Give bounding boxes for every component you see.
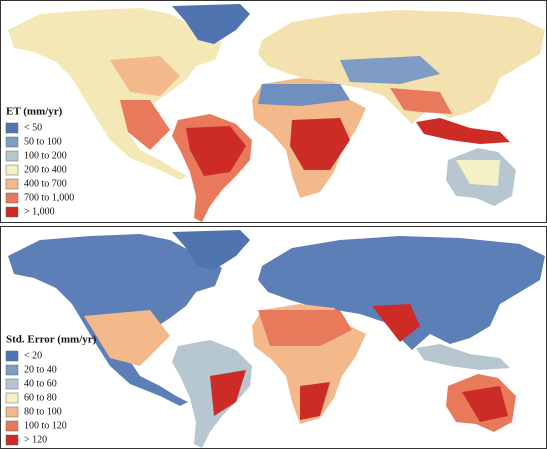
legend-swatch bbox=[5, 406, 19, 418]
region bbox=[120, 100, 170, 150]
legend-label: 400 to 700 bbox=[24, 178, 67, 189]
region bbox=[210, 370, 246, 416]
legend-swatch bbox=[5, 136, 19, 148]
legend-swatch bbox=[5, 420, 19, 432]
legend-label: 700 to 1,000 bbox=[24, 192, 74, 203]
region bbox=[390, 88, 452, 114]
legend-swatch bbox=[5, 192, 19, 204]
legend-label: 60 to 80 bbox=[24, 392, 57, 403]
legend-label: < 20 bbox=[24, 350, 42, 361]
legend-swatch bbox=[5, 150, 19, 162]
legend-label: 200 to 400 bbox=[24, 164, 67, 175]
legend-label: < 50 bbox=[24, 122, 42, 133]
region bbox=[372, 304, 420, 342]
legend-label: > 1,000 bbox=[24, 206, 55, 217]
region bbox=[340, 56, 440, 84]
legend-swatch bbox=[5, 392, 19, 404]
region bbox=[258, 310, 352, 346]
legend-label: 20 to 40 bbox=[24, 364, 57, 375]
legend-swatch bbox=[5, 164, 19, 176]
legend-swatch bbox=[5, 350, 19, 362]
et-map bbox=[0, 0, 547, 223]
legend-swatch bbox=[5, 364, 19, 376]
legend-label: 100 to 120 bbox=[24, 420, 67, 431]
region bbox=[84, 310, 170, 366]
legend-label: 40 to 60 bbox=[24, 378, 57, 389]
legend-swatch bbox=[5, 378, 19, 390]
legend-label: 100 to 200 bbox=[24, 150, 67, 161]
region bbox=[300, 382, 330, 420]
legend-label: 80 to 100 bbox=[24, 406, 62, 417]
legend-swatch bbox=[5, 206, 19, 218]
region bbox=[462, 386, 508, 422]
legend-swatch bbox=[5, 434, 19, 446]
legend-title: ET (mm/yr) bbox=[6, 106, 63, 118]
legend-title: Std. Error (mm/yr) bbox=[6, 334, 97, 346]
legend-swatch bbox=[5, 122, 19, 134]
region bbox=[110, 56, 180, 96]
legend-label: > 120 bbox=[24, 434, 47, 445]
region bbox=[456, 160, 500, 186]
region bbox=[186, 126, 246, 176]
legend-swatch bbox=[5, 178, 19, 190]
legend-label: 50 to 100 bbox=[24, 136, 62, 147]
legends: ET (mm/yr) < 50 50 to 100 100 to 200 200 to … bbox=[5, 106, 97, 446]
se-map bbox=[0, 226, 547, 449]
region bbox=[290, 118, 350, 170]
region bbox=[258, 84, 350, 106]
